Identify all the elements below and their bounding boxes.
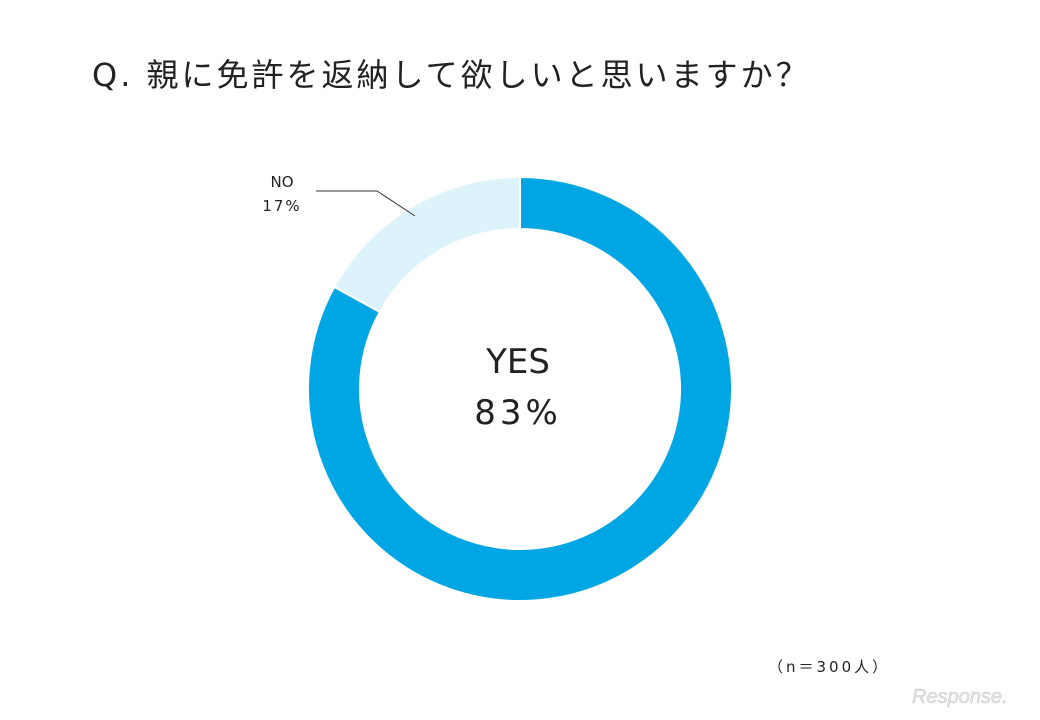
sample-size-note: （n＝300人）	[768, 658, 891, 676]
svg-text:Response.: Response.	[912, 686, 1008, 708]
no-value-label: 17%	[262, 197, 302, 215]
donut-slice-yes	[307, 175, 733, 602]
no-leader-line	[316, 190, 416, 217]
no-category-label: NO	[270, 173, 294, 191]
yes-category-label: YES	[486, 342, 550, 382]
chart-title: Q. 親に免許を返納して欲しいと思いますか？	[92, 56, 811, 94]
donut-slices	[307, 175, 733, 602]
yes-value-label: 83%	[474, 393, 562, 433]
donut-slice-no	[332, 175, 521, 314]
response-logo-watermark: Response.	[912, 686, 1008, 709]
